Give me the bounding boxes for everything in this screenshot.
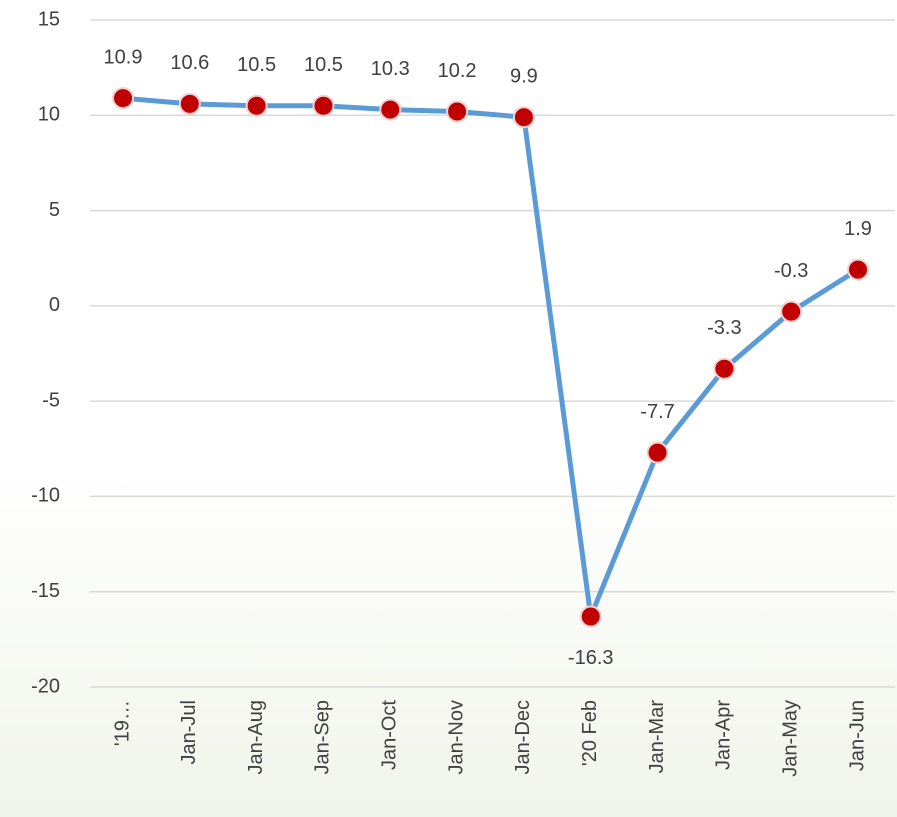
y-tick-label: -5 — [42, 389, 60, 411]
data-label: -7.7 — [640, 401, 674, 423]
x-tick-label: Jan-Apr — [713, 700, 735, 770]
marker — [447, 101, 467, 121]
marker — [514, 107, 534, 127]
x-tick-label: Jan-Nov — [445, 700, 467, 774]
marker — [848, 260, 868, 280]
marker — [714, 359, 734, 379]
x-tick-label: Jan-Mar — [646, 700, 668, 774]
marker — [247, 96, 267, 116]
data-label: -16.3 — [568, 647, 614, 669]
y-tick-label: -15 — [31, 580, 60, 602]
data-label: 10.3 — [371, 58, 410, 80]
marker — [180, 94, 200, 114]
y-tick-label: 15 — [38, 8, 60, 30]
y-tick-label: -10 — [31, 485, 60, 507]
data-label: 10.5 — [237, 54, 276, 76]
x-tick-label: Jan-Jul — [178, 700, 200, 764]
marker — [581, 606, 601, 626]
y-tick-label: 0 — [49, 294, 60, 316]
data-label: -3.3 — [707, 317, 741, 339]
x-tick-label: Jan-Jun — [846, 700, 868, 771]
x-tick-label: Jan-Dec — [512, 700, 534, 774]
y-tick-label: -20 — [31, 675, 60, 697]
marker — [313, 96, 333, 116]
chart: -20 -15 -10 -5 0 5 10 15 '19… Jan-Jul Jan-Aug Jan-S… — [0, 0, 897, 817]
data-label: 1.9 — [844, 218, 872, 240]
y-tick-label: 10 — [38, 104, 60, 126]
x-tick-label: '20 Feb — [579, 700, 601, 766]
marker — [781, 302, 801, 322]
x-tick-label: '19… — [111, 700, 133, 746]
marker — [380, 100, 400, 120]
data-label: 10.2 — [438, 60, 477, 82]
y-tick-label: 5 — [49, 199, 60, 221]
x-tick-label: Jan-Aug — [245, 700, 267, 775]
marker — [113, 88, 133, 108]
x-tick-label: Jan-Sep — [312, 700, 334, 775]
x-tick-label: Jan-Oct — [379, 700, 401, 770]
data-label: -0.3 — [774, 260, 808, 282]
marker — [648, 443, 668, 463]
data-label: 9.9 — [510, 65, 538, 87]
data-label: 10.9 — [104, 46, 143, 68]
x-tick-label: Jan-May — [779, 700, 801, 777]
data-label: 10.6 — [170, 52, 209, 74]
data-label: 10.5 — [304, 54, 343, 76]
